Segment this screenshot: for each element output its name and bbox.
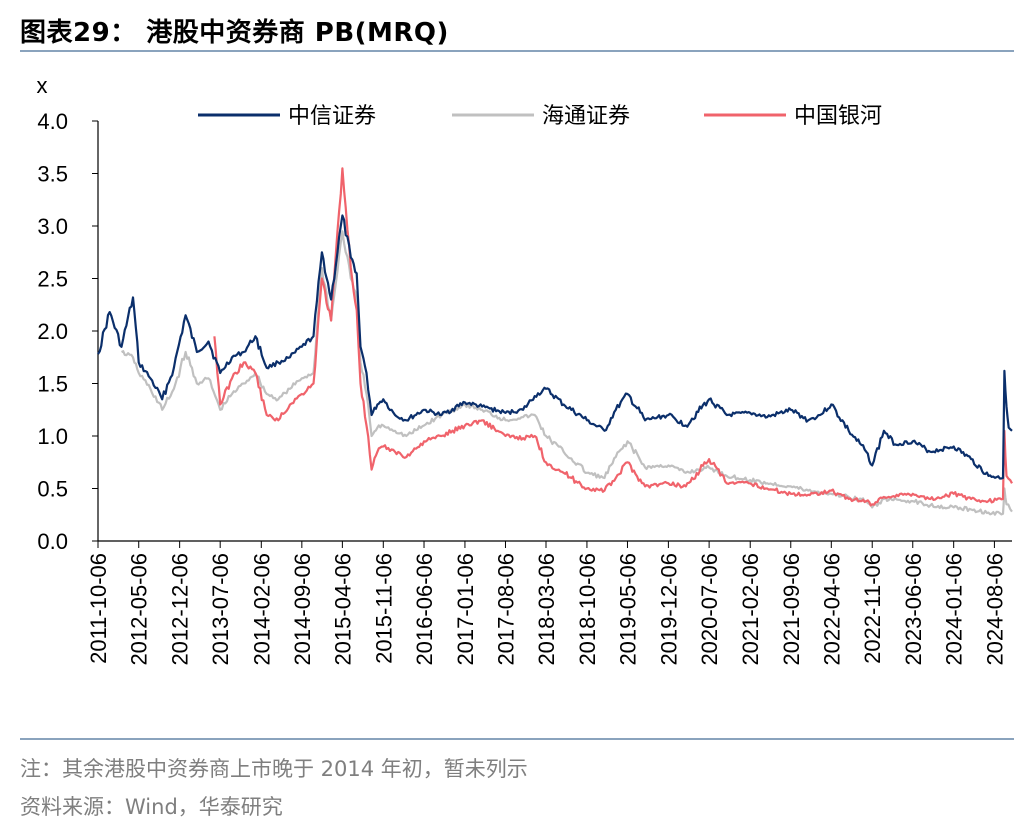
y-axis-label: x [37, 73, 48, 98]
y-tick-label: 4.0 [37, 109, 68, 134]
x-tick-label: 2015-11-06 [371, 553, 396, 664]
x-tick-label: 2022-11-06 [860, 553, 885, 664]
chart-axes: x 0.0 0.5 1.0 1.5 2.0 2.5 3.0 3.5 4.0 2011-10-06 20… [37, 73, 1012, 666]
x-tick-label: 2015-04-06 [330, 553, 355, 666]
x-tick-label: 2018-03-06 [534, 553, 559, 666]
x-tick-label: 2014-09-06 [290, 553, 315, 666]
x-tick-label: 2018-10-06 [575, 553, 600, 666]
y-tick-label: 2.5 [37, 267, 68, 292]
y-tick-label: 1.0 [37, 424, 68, 449]
x-tick-label: 2021-09-06 [779, 553, 804, 666]
chart-legend: 中信证券 海通证券 中国银河 [198, 104, 882, 129]
chart-title: 图表29： 港股中资券商 PB(MRQ) [20, 18, 449, 48]
x-tick-label: 2024-01-06 [942, 553, 967, 666]
x-tick-label: 2019-12-06 [656, 553, 681, 666]
x-tick-label: 2022-04-06 [819, 553, 844, 666]
x-tick-label: 2021-02-06 [738, 553, 763, 666]
x-tick-label: 2012-12-06 [168, 553, 193, 666]
top-divider [20, 50, 1014, 52]
y-tick-label: 2.0 [37, 319, 68, 344]
x-tick-label: 2017-08-06 [493, 553, 518, 666]
x-tick-label: 2023-06-06 [901, 553, 926, 666]
y-tick-label: 1.5 [37, 372, 68, 397]
x-tick-label: 2024-08-06 [982, 553, 1007, 666]
y-tick-label: 3.5 [37, 162, 68, 187]
pb-line-chart: x 0.0 0.5 1.0 1.5 2.0 2.5 3.0 3.5 4.0 2011-10-06 20… [37, 73, 1013, 666]
x-tick-label: 2013-07-06 [208, 553, 233, 666]
y-tick-label: 3.0 [37, 214, 68, 239]
legend-label-2: 中国银河 [794, 104, 882, 129]
series-layer [97, 167, 1013, 516]
x-tick-label: 2011-10-06 [86, 553, 111, 664]
series-line-0 [97, 214, 1013, 480]
x-tick-label: 2012-05-06 [127, 553, 152, 666]
source-note: 资料来源：Wind，华泰研究 [20, 795, 283, 819]
footnote: 注：其余港股中资券商上市晚于 2014 年初，暂未列示 [20, 757, 528, 781]
y-tick-label: 0.5 [37, 477, 68, 502]
x-tick-label: 2019-05-06 [615, 553, 640, 666]
x-tick-label: 2016-06-06 [412, 553, 437, 666]
x-tick-label: 2017-01-06 [453, 553, 478, 666]
legend-label-0: 中信证券 [288, 104, 376, 129]
legend-label-1: 海通证券 [542, 104, 630, 129]
series-line-2 [213, 167, 1013, 507]
x-tick-label: 2014-02-06 [249, 553, 274, 666]
y-tick-label: 0.0 [37, 529, 68, 554]
x-tick-label: 2020-07-06 [697, 553, 722, 666]
bottom-divider [20, 738, 1014, 740]
